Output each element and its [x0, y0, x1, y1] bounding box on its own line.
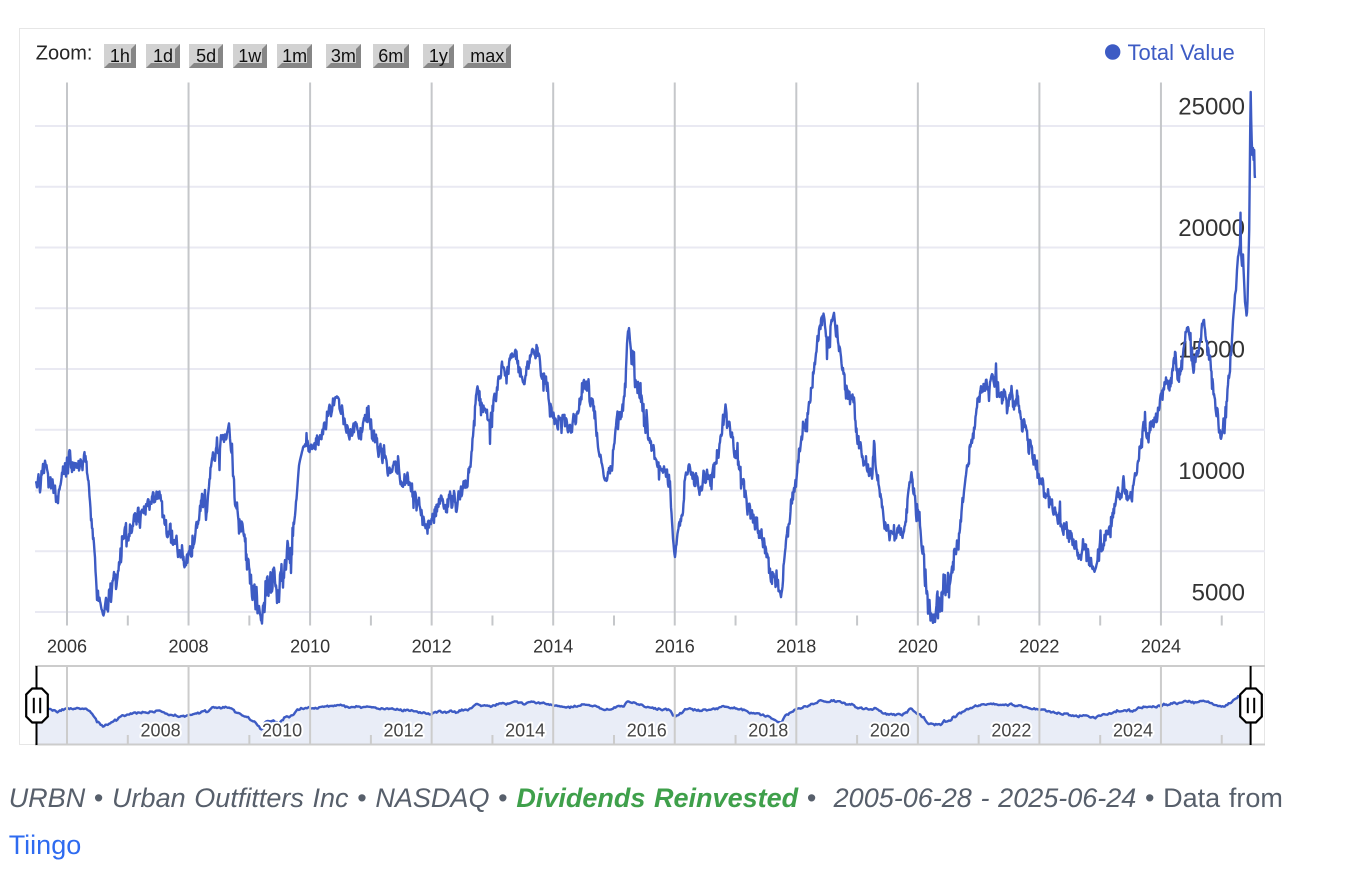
svg-text:2012: 2012	[384, 721, 424, 741]
svg-text:2020: 2020	[898, 637, 938, 657]
svg-text:Zoom:: Zoom:	[36, 42, 93, 64]
svg-text:2016: 2016	[655, 637, 695, 657]
svg-text:5000: 5000	[1192, 580, 1245, 607]
svg-text:2024: 2024	[1113, 721, 1153, 741]
svg-text:2014: 2014	[505, 721, 545, 741]
svg-text:2014: 2014	[533, 637, 573, 657]
svg-text:2008: 2008	[169, 637, 209, 657]
svg-text:20000: 20000	[1178, 215, 1245, 242]
svg-text:2006: 2006	[47, 637, 87, 657]
svg-text:2022: 2022	[991, 721, 1031, 741]
svg-text:2012: 2012	[412, 637, 452, 657]
svg-text:2010: 2010	[262, 721, 302, 741]
svg-text:15000: 15000	[1178, 337, 1245, 364]
svg-text:2018: 2018	[748, 721, 788, 741]
svg-text:2016: 2016	[627, 721, 667, 741]
svg-text:25000: 25000	[1178, 94, 1245, 121]
svg-text:2018: 2018	[776, 637, 816, 657]
svg-text:2008: 2008	[141, 721, 181, 741]
svg-text:2024: 2024	[1141, 637, 1181, 657]
svg-text:2010: 2010	[290, 637, 330, 657]
svg-text:2020: 2020	[870, 721, 910, 741]
svg-text:Total Value: Total Value	[1128, 40, 1235, 65]
svg-text:10000: 10000	[1178, 458, 1245, 485]
svg-text:2022: 2022	[1019, 637, 1059, 657]
